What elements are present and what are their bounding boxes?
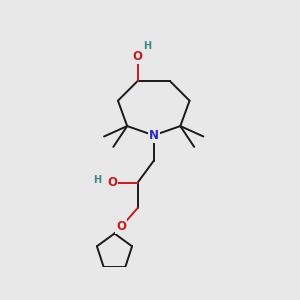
Text: H: H (93, 175, 101, 185)
Text: O: O (133, 50, 142, 63)
Text: H: H (143, 41, 151, 51)
Text: O: O (107, 176, 117, 189)
Text: O: O (116, 220, 126, 233)
Text: N: N (149, 129, 159, 142)
